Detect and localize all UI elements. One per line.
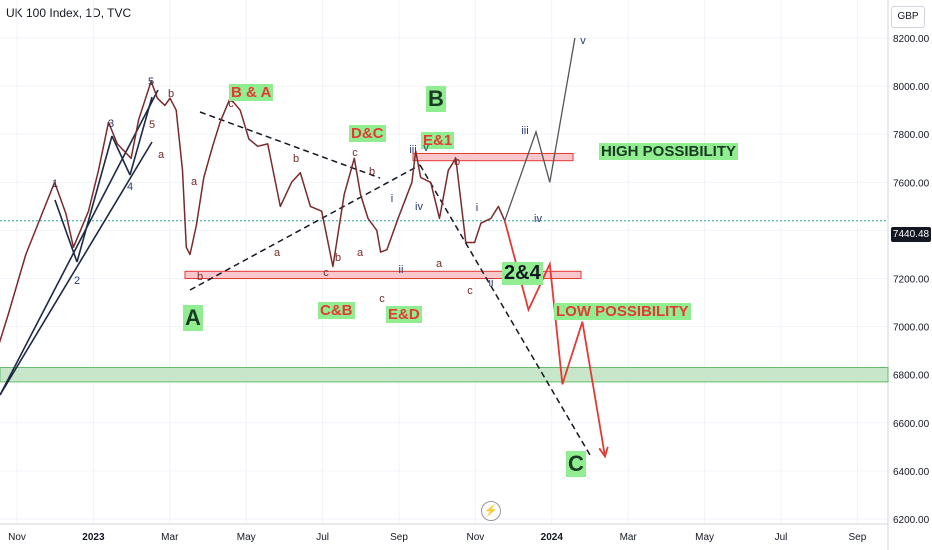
y-tick-label: 8200.00 — [893, 34, 930, 45]
high-possibility-path — [504, 37, 576, 222]
y-tick-label: 7000.00 — [893, 323, 930, 334]
wave-label: a — [356, 247, 364, 259]
x-tick-label: 2024 — [541, 532, 564, 543]
wave-label: c — [379, 293, 385, 305]
y-tick-label: 7600.00 — [893, 178, 930, 189]
dashed-trend-line — [189, 164, 421, 291]
label-e-and-d: E&D — [386, 306, 422, 323]
wave-label: a — [157, 149, 165, 161]
wave-label: 3 — [107, 118, 115, 130]
label-e-and-1: E&1 — [421, 132, 455, 149]
demand-zone — [0, 367, 889, 383]
wave-label: v — [423, 142, 429, 154]
label-b: B — [426, 86, 446, 112]
wave-label: ii — [488, 277, 494, 289]
wave-label: b — [292, 153, 300, 165]
wave-label: iv — [534, 213, 542, 225]
trend-line — [54, 199, 78, 263]
label-c-and-b: C&B — [318, 302, 355, 319]
label-d-and-c: D&C — [349, 125, 386, 142]
label-a: A — [183, 305, 203, 331]
y-tick-label: 6200.00 — [893, 515, 930, 526]
low-possibility-path — [503, 220, 606, 457]
wave-label: 4 — [126, 181, 134, 193]
price-line — [0, 80, 506, 344]
wave-label: b — [368, 166, 376, 178]
label-2-and-4: 2&4 — [502, 262, 543, 285]
wave-label: c — [228, 98, 234, 110]
wave-label: iii — [521, 125, 529, 137]
wave-label: 5 — [147, 76, 155, 88]
wave-label: 5 — [148, 119, 156, 131]
x-tick-label: Jul — [316, 532, 329, 543]
label-b-and-a: B & A — [229, 84, 274, 101]
wave-label: i — [475, 202, 479, 214]
y-tick-label: 6600.00 — [893, 419, 930, 430]
trend-line — [111, 135, 131, 176]
x-tick-label: Mar — [161, 532, 179, 543]
dashed-trend-line — [419, 164, 591, 456]
dashed-trend-line — [199, 111, 381, 179]
x-tick-label: Nov — [8, 532, 26, 543]
wave-label: 2 — [73, 275, 81, 287]
y-tick-label: 7800.00 — [893, 130, 930, 141]
x-tick-label: Sep — [849, 532, 867, 543]
wave-label: iii — [409, 144, 417, 156]
currency-selector[interactable]: GBP — [891, 6, 925, 28]
label-low-possibility: LOW POSSIBILITY — [554, 303, 691, 320]
x-tick-label: May — [695, 532, 714, 543]
x-tick-label: Mar — [620, 532, 638, 543]
arrow-head — [598, 446, 609, 459]
chart-title: UK 100 Index, 1D, TVC — [6, 6, 132, 20]
wave-label: iv — [415, 201, 423, 213]
wave-label: c — [323, 267, 329, 279]
wave-label: c — [467, 285, 473, 297]
x-tick-label: 2023 — [82, 532, 105, 543]
wave-label: v — [580, 35, 586, 47]
wave-label: a — [190, 176, 198, 188]
support-zone — [184, 270, 582, 280]
wave-label: a — [273, 247, 281, 259]
x-tick-label: May — [237, 532, 256, 543]
wave-label: b — [334, 252, 342, 264]
trend-line — [76, 135, 113, 263]
wave-label: a — [435, 258, 443, 270]
y-tick-label: 7200.00 — [893, 275, 930, 286]
y-tick-label: 6400.00 — [893, 467, 930, 478]
wave-label: c — [352, 147, 358, 159]
last-price-badge: 7440.48 — [891, 227, 931, 242]
resistance-zone — [412, 152, 574, 162]
trend-line — [0, 89, 159, 396]
label-high-possibility: HIGH POSSIBILITY — [599, 143, 739, 160]
wave-label: ii — [398, 264, 404, 276]
label-c: C — [566, 451, 586, 477]
trend-line — [0, 141, 153, 396]
wave-label: b — [453, 156, 461, 168]
wave-label: b — [196, 271, 204, 283]
x-tick-label: Sep — [390, 532, 408, 543]
trend-line — [129, 96, 153, 176]
y-tick-label: 8000.00 — [893, 82, 930, 93]
y-tick-label: 6800.00 — [893, 371, 930, 382]
x-tick-label: Nov — [467, 532, 485, 543]
wave-label: b — [167, 88, 175, 100]
lightning-icon[interactable]: ⚡ — [481, 501, 501, 521]
wave-label: i — [390, 193, 394, 205]
wave-label: 1 — [51, 178, 59, 190]
x-tick-label: Jul — [775, 532, 788, 543]
